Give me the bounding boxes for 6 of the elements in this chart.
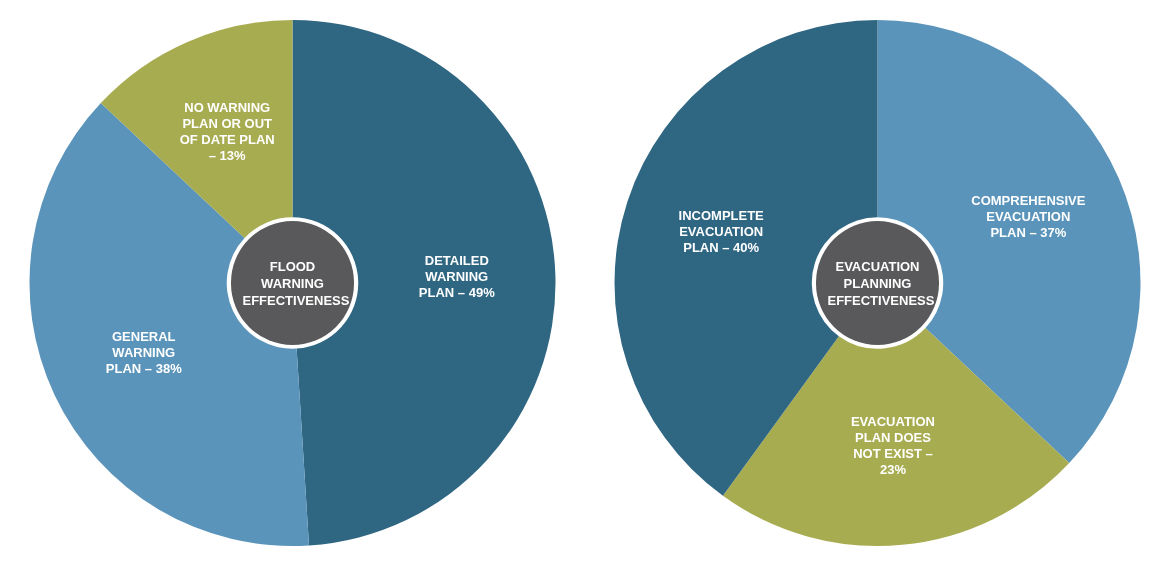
slice-label: INCOMPLETE EVACUATION PLAN – 40% — [678, 207, 765, 255]
slice-label: GENERAL WARNING PLAN – 38% — [105, 328, 183, 376]
slice-label: EVACUATION PLAN DOES NOT EXIST – 23% — [850, 414, 935, 478]
slice-label: DETAILED WARNING PLAN – 49% — [418, 253, 496, 301]
slice-label: NO WARNING PLAN OR OUT OF DATE PLAN – 13% — [179, 99, 275, 163]
slice-label: COMPREHENSIVE EVACUATION PLAN – 37% — [971, 193, 1086, 241]
